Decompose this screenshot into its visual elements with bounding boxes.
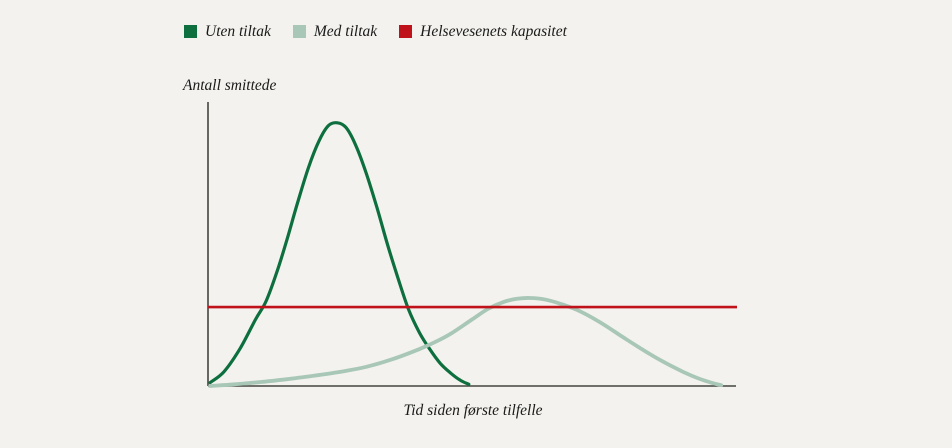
legend-swatch-med-tiltak: [292, 25, 306, 39]
x-axis-title: Tid siden første tilfelle: [403, 402, 543, 419]
chart-legend: Uten tiltak Med tiltak Helsevesenets kap…: [184, 24, 567, 40]
legend-label-uten-tiltak: Uten tiltak: [205, 23, 271, 40]
legend-item-helsevesenets-kapasitet: Helsevesenets kapasitet: [399, 24, 567, 40]
legend-swatch-helsevesenets-kapasitet: [399, 25, 413, 39]
curve-med-tiltak: [208, 296, 724, 388]
y-axis-title: Antall smittede: [183, 77, 277, 94]
legend-label-med-tiltak: Med tiltak: [313, 23, 378, 40]
legend-item-uten-tiltak: Uten tiltak: [184, 24, 271, 40]
legend-label-helsevesenets-kapasitet: Helsevesenets kapasitet: [420, 23, 567, 40]
chart-plot: [207, 102, 737, 388]
legend-swatch-uten-tiltak: [184, 25, 197, 39]
legend-item-med-tiltak: Med tiltak: [292, 23, 378, 40]
curve-uten-tiltak: [208, 121, 471, 386]
